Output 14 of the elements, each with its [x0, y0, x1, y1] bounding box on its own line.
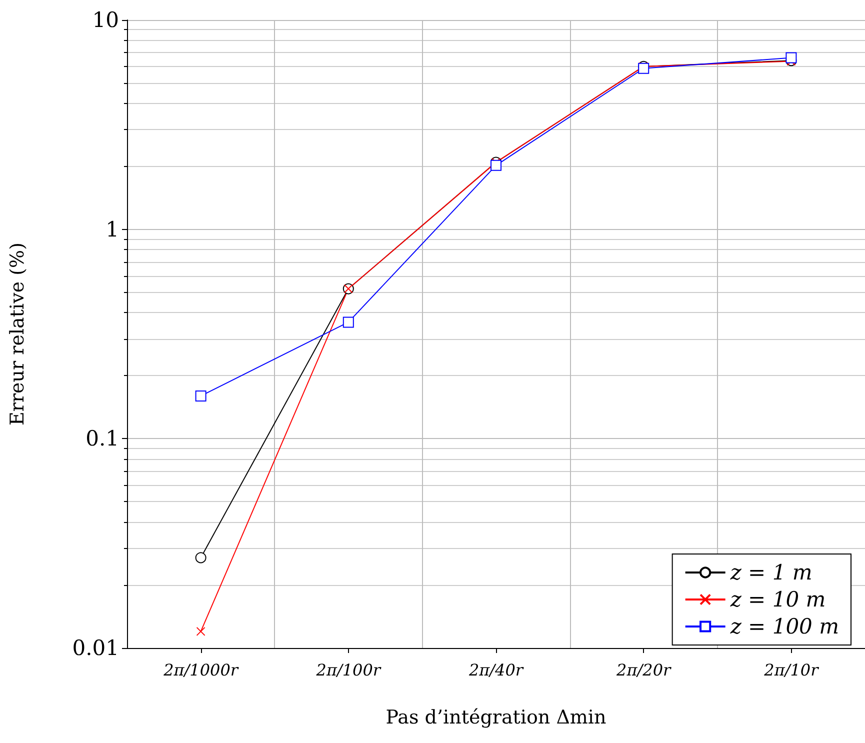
x-tick-label: 2π/10r — [763, 660, 820, 680]
y-tick-label: 0.01 — [72, 636, 119, 660]
y-tick-label: 0.1 — [86, 426, 119, 451]
legend-label: z = 1 m — [729, 560, 812, 584]
x-tick-label: 2π/20r — [616, 660, 672, 680]
x-tick-label: 2π/1000r — [162, 660, 240, 680]
y-tick-label: 10 — [92, 8, 119, 32]
y-axis-title: Erreur relative (%) — [6, 242, 28, 426]
x-axis-title: Pas d’intégration Δmin — [386, 706, 606, 728]
legend-label: z = 10 m — [729, 588, 826, 612]
x-tick-label: 2π/100r — [315, 660, 382, 680]
y-tick-label: 1 — [106, 217, 119, 242]
x-tick-label: 2π/40r — [468, 660, 524, 680]
legend-label: z = 100 m — [729, 614, 840, 638]
